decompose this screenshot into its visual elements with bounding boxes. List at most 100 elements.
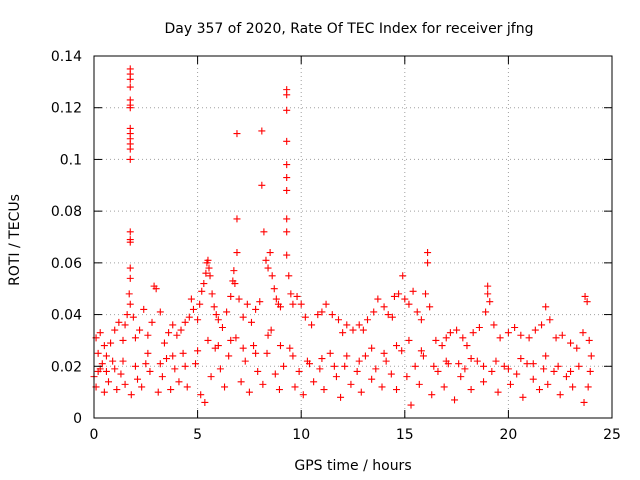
x-tick-label: 20: [499, 427, 517, 443]
data-point: [415, 380, 423, 388]
data-point: [293, 292, 301, 300]
data-point: [283, 106, 291, 114]
data-point: [125, 290, 133, 298]
data-point: [488, 367, 496, 375]
data-point: [517, 355, 525, 363]
x-axis-label: GPS time / hours: [294, 458, 411, 474]
grid-lines: [94, 56, 612, 418]
data-point: [393, 342, 401, 350]
data-point: [119, 357, 127, 365]
data-point: [119, 336, 127, 344]
data-point: [267, 326, 275, 334]
data-point: [148, 318, 156, 326]
data-point: [287, 290, 295, 298]
data-point: [554, 362, 562, 370]
data-point: [417, 347, 425, 355]
data-point: [239, 313, 247, 321]
x-tick-label: 5: [193, 427, 202, 443]
data-point: [308, 321, 316, 329]
data-point: [283, 228, 291, 236]
data-point: [349, 326, 357, 334]
data-point: [264, 264, 272, 272]
data-point: [442, 357, 450, 365]
data-point: [250, 342, 258, 350]
data-point: [98, 360, 106, 368]
data-point: [535, 386, 543, 394]
data-point: [207, 373, 215, 381]
plot-frame: [93, 55, 613, 419]
data-point: [260, 228, 268, 236]
data-point: [245, 388, 253, 396]
data-point: [467, 386, 475, 394]
data-point: [283, 215, 291, 223]
data-point: [347, 380, 355, 388]
data-point: [463, 342, 471, 350]
data-point: [126, 264, 134, 272]
data-point: [299, 391, 307, 399]
data-point: [531, 326, 539, 334]
data-point: [192, 360, 200, 368]
data-point: [575, 362, 583, 370]
data-point: [156, 308, 164, 316]
data-point: [126, 75, 134, 83]
data-point: [121, 321, 129, 329]
data-point: [552, 334, 560, 342]
data-point: [266, 249, 274, 257]
data-point: [399, 272, 407, 280]
y-axis-label: ROTI / TECUs: [7, 194, 23, 286]
data-point: [581, 292, 589, 300]
data-point: [189, 305, 197, 313]
data-point: [451, 396, 459, 404]
data-point: [232, 334, 240, 342]
data-point: [225, 352, 233, 360]
data-point: [283, 174, 291, 182]
data-point: [343, 352, 351, 360]
data-point: [353, 367, 361, 375]
y-tick-label: 0.04: [51, 308, 82, 324]
data-point: [276, 342, 284, 350]
data-point: [258, 127, 266, 135]
data-point: [492, 357, 500, 365]
data-point: [584, 383, 592, 391]
data-point: [500, 362, 508, 370]
data-point: [198, 287, 206, 295]
data-point: [525, 334, 533, 342]
data-point: [181, 362, 189, 370]
data-point: [567, 339, 575, 347]
data-point: [275, 386, 283, 394]
data-point: [322, 300, 330, 308]
data-point: [283, 186, 291, 194]
data-point: [194, 316, 202, 324]
data-point: [390, 292, 398, 300]
data-point: [403, 373, 411, 381]
data-point: [384, 311, 392, 319]
data-point: [221, 383, 229, 391]
data-point: [291, 383, 299, 391]
data-point: [227, 336, 235, 344]
data-point: [562, 373, 570, 381]
data-point: [109, 357, 117, 365]
data-point: [573, 344, 581, 352]
data-point: [511, 324, 519, 331]
data-point: [210, 303, 218, 311]
x-tick-label: 15: [396, 427, 414, 443]
data-point: [156, 360, 164, 368]
data-point: [490, 321, 498, 329]
data-point: [100, 388, 108, 396]
data-point: [355, 357, 363, 365]
data-point: [579, 329, 587, 337]
data-point: [173, 331, 181, 339]
data-point: [272, 295, 280, 303]
y-tick-label: 0.08: [51, 204, 82, 220]
data-point: [301, 313, 309, 321]
data-point: [152, 285, 160, 293]
data-point: [126, 145, 134, 153]
data-point: [482, 308, 490, 316]
y-tick-label: 0.12: [51, 101, 82, 117]
data-point: [231, 280, 239, 288]
data-point: [393, 386, 401, 394]
data-point: [326, 349, 334, 357]
data-point: [259, 380, 267, 388]
data-point: [542, 303, 550, 311]
data-point: [214, 316, 222, 324]
